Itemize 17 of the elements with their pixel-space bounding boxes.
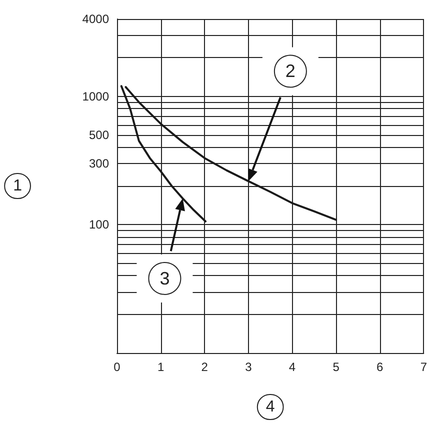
x-tick-label: 4: [288, 360, 296, 374]
x-tick-label: 3: [245, 360, 252, 374]
x-tick-label: 6: [376, 360, 384, 374]
x-tick-label: 5: [332, 360, 340, 374]
x-tick-label: 7: [420, 360, 428, 374]
y-tick-label: 500: [88, 128, 110, 142]
x-tick-label: 1: [157, 360, 164, 374]
y-tick-label: 1000: [82, 89, 110, 104]
y-tick-label: 4000: [82, 12, 110, 26]
y-tick-label: 100: [88, 218, 110, 232]
legend-label: 3: [160, 268, 170, 288]
x-axis-title: 4: [266, 398, 275, 416]
y-axis-title: 1: [13, 178, 22, 194]
x-tick-label: 0: [114, 360, 121, 374]
y-tick-label: 300: [88, 156, 110, 170]
text: 2: [285, 61, 296, 82]
x-tick-label: 2: [201, 360, 208, 374]
